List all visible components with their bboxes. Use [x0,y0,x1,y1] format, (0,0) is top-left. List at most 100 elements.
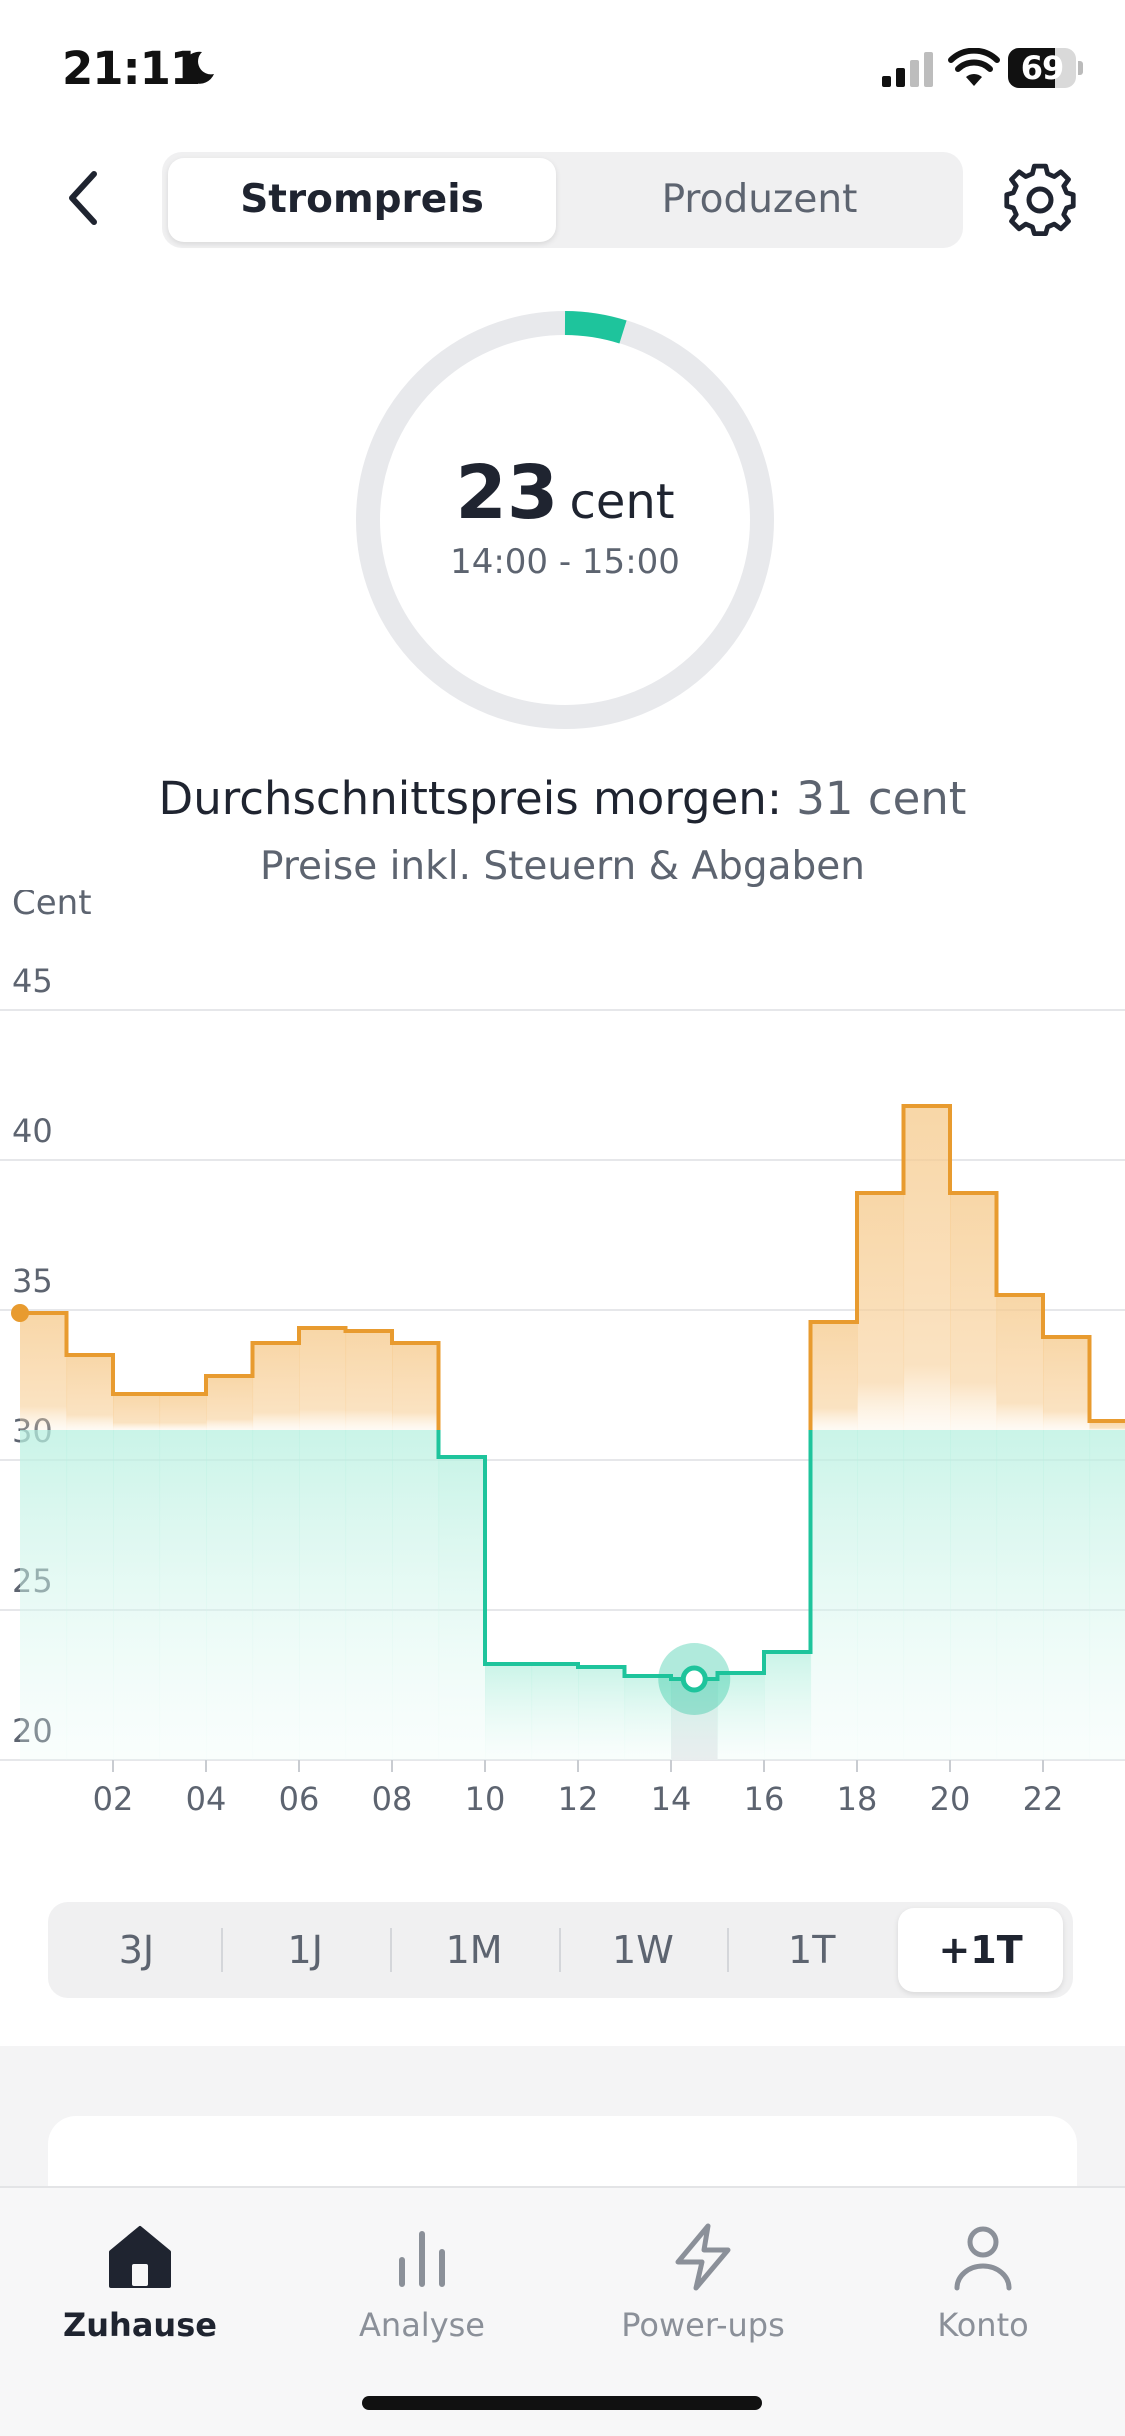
gear-icon[interactable] [1000,160,1080,240]
area-below-threshold [1043,1430,1091,1760]
average-price-label: Durchschnittspreis morgen: [158,772,782,825]
moon-icon [183,51,214,84]
area-below-threshold [810,1430,858,1760]
area-below-threshold [531,1664,579,1760]
area-below-threshold [345,1430,393,1760]
area-above-threshold [252,1343,300,1430]
area-below-threshold [299,1430,347,1760]
price-gauge [356,311,774,729]
tab-bar: Zuhause Analyse Power-ups Konto [0,2186,1125,2436]
tab-analyse[interactable]: Analyse [297,2212,547,2362]
x-tick-label: 12 [558,1780,599,1818]
area-above-threshold [299,1328,347,1430]
area-above-threshold [20,1313,68,1430]
selected-point [680,1665,708,1693]
area-above-threshold [113,1394,161,1430]
area-below-threshold [113,1430,161,1760]
area-below-threshold [903,1430,951,1760]
current-price-value: 23 [455,450,559,536]
x-tick-label: 02 [93,1780,134,1818]
tab-konto[interactable]: Konto [858,2212,1108,2362]
area-below-threshold [671,1679,719,1760]
area-above-threshold [206,1376,254,1430]
area-above-threshold [66,1355,114,1430]
battery-icon: 69 [1008,48,1083,88]
signal-icon [882,52,933,87]
bar-chart-icon [399,2231,445,2287]
home-indicator [362,2396,762,2410]
range-option[interactable]: +1T [898,1908,1063,1992]
area-above-threshold [1043,1337,1091,1430]
tab-zuhause-label: Zuhause [63,2306,217,2344]
range-option[interactable]: 3J [118,1928,155,1972]
range-option[interactable]: 1M [445,1928,503,1972]
y-tick-label: 45 [12,962,53,1000]
area-above-threshold [1089,1421,1125,1430]
tab-strompreis[interactable]: Strompreis [168,158,556,242]
range-separator [389,1928,392,1972]
x-tick-label: 08 [372,1780,413,1818]
average-price: Durchschnittspreis morgen: 31 cent [0,772,1125,825]
area-below-threshold [717,1673,765,1760]
price-gauge-indicator [564,311,627,344]
area-below-threshold [252,1430,300,1760]
area-below-threshold [20,1430,68,1760]
x-tick-label: 22 [1023,1780,1064,1818]
home-icon [109,2226,171,2288]
range-option[interactable]: 1W [612,1928,674,1972]
y-tick-label: 35 [12,1262,53,1300]
mode-segmented-control: Strompreis Produzent [162,152,963,248]
lightning-icon [675,2223,731,2291]
tab-analyse-label: Analyse [359,2306,485,2344]
average-price-value: 31 cent [796,772,967,825]
y-axis-label: Cent [12,890,92,923]
area-above-threshold [810,1322,858,1430]
area-above-threshold [345,1331,393,1430]
range-option[interactable]: 1J [287,1928,323,1972]
area-below-threshold [206,1430,254,1760]
area-above-threshold [950,1193,998,1430]
battery-percentage: 69 [1020,49,1065,87]
wifi-icon [948,48,1000,86]
area-below-threshold [950,1430,998,1760]
area-above-threshold [392,1343,440,1430]
person-icon [954,2226,1012,2291]
area-below-threshold [764,1652,812,1760]
range-separator [727,1928,730,1972]
status-bar: 21:11 69 [0,0,1125,140]
y-tick-label: 40 [12,1112,53,1150]
x-tick-label: 10 [465,1780,506,1818]
area-above-threshold [159,1394,207,1430]
area-below-threshold [159,1430,207,1760]
range-option[interactable]: 1T [788,1928,836,1972]
area-above-threshold [903,1106,951,1430]
area-below-threshold [438,1457,486,1760]
area-below-threshold [624,1676,672,1760]
x-tick-label: 06 [279,1780,320,1818]
tab-produzent[interactable]: Produzent [661,177,858,222]
x-tick-label: 04 [186,1780,227,1818]
area-above-threshold [996,1295,1044,1430]
tab-zuhause[interactable]: Zuhause [15,2212,265,2362]
x-tick-label: 20 [930,1780,971,1818]
chevron-left-icon[interactable] [52,160,116,236]
x-tick-label: 16 [744,1780,785,1818]
status-time: 21:11 [62,42,201,95]
time-range-selector: 3J 1J 1M 1W 1T +1T [48,1902,1073,1998]
area-below-threshold [392,1430,440,1760]
start-point [11,1304,29,1322]
tab-power-ups[interactable]: Power-ups [578,2212,828,2362]
x-tick-label: 18 [837,1780,878,1818]
current-price-time: 14:00 - 15:00 [450,542,680,582]
current-price-unit: cent [569,474,675,530]
area-below-threshold [578,1667,626,1760]
current-price: 23 cent [355,450,775,536]
range-separator [220,1928,223,1972]
area-below-threshold [485,1664,533,1760]
area-below-threshold [996,1430,1044,1760]
area-above-threshold [857,1193,905,1430]
area-below-threshold [66,1430,114,1760]
area-below-threshold [857,1430,905,1760]
tab-konto-label: Konto [937,2306,1029,2344]
